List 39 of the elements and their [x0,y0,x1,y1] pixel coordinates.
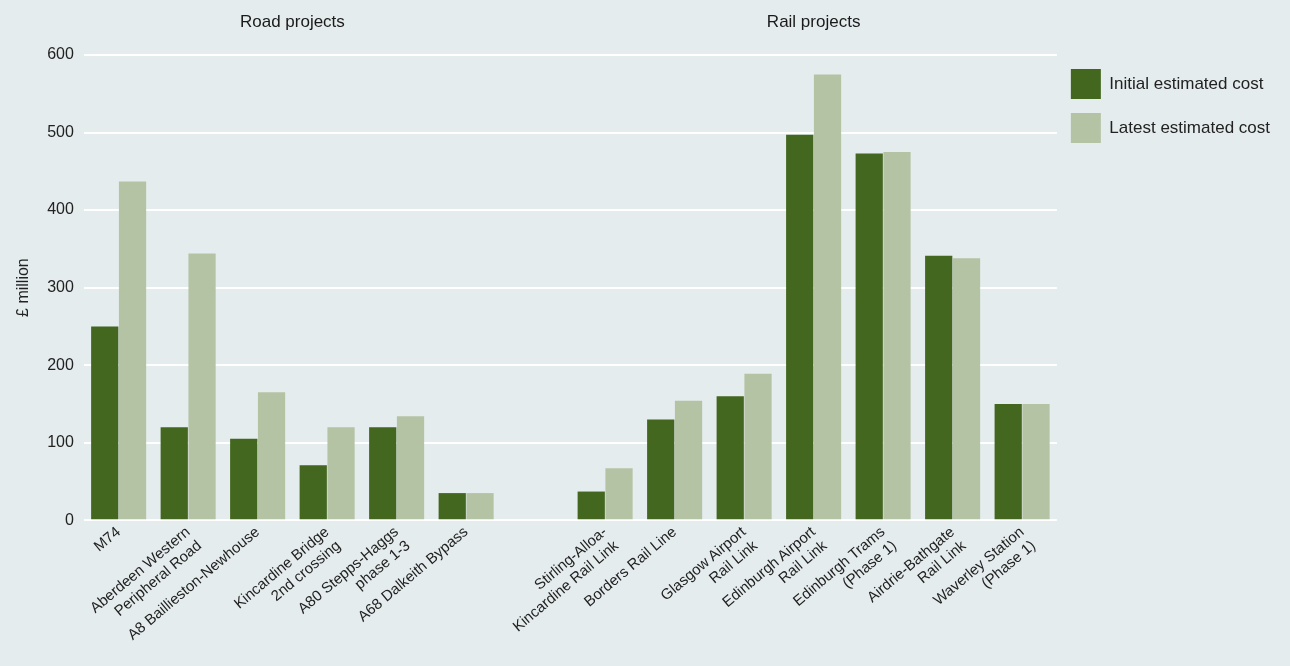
y-tick-label: 300 [47,278,74,296]
y-axis-title: £ million [14,258,32,317]
bar [744,373,772,520]
bar [188,253,216,520]
bar [466,493,494,520]
bar [647,419,675,520]
bar [994,403,1022,520]
bar [577,491,605,520]
bar [396,416,425,520]
legend-label: Initial estimated cost [1109,73,1264,93]
bar [952,258,981,520]
bar [327,427,355,520]
x-tick-label: M74 [89,522,124,555]
bar [257,392,286,520]
text: Road projects [239,11,345,31]
y-tick-label: 600 [47,45,74,63]
bar [91,326,119,520]
legend-label: Latest estimated cost [1109,117,1271,137]
bar [160,427,188,520]
bar [230,438,258,520]
bar [883,151,911,520]
bar [118,181,147,520]
bar [438,493,466,520]
bar [1022,403,1050,520]
bar [605,468,633,520]
y-tick-label: 200 [47,355,74,373]
bar [299,465,327,520]
y-tick-label: 100 [47,433,74,451]
text: Rail projects [766,11,861,31]
bar [369,427,397,520]
bar [813,74,842,520]
y-tick-label: 500 [47,122,74,140]
bar [716,396,744,520]
bar [786,134,814,520]
bar [674,400,703,520]
y-tick-label: 0 [64,510,74,528]
bar [855,153,883,520]
bar [925,255,953,520]
y-tick-label: 400 [47,200,74,218]
